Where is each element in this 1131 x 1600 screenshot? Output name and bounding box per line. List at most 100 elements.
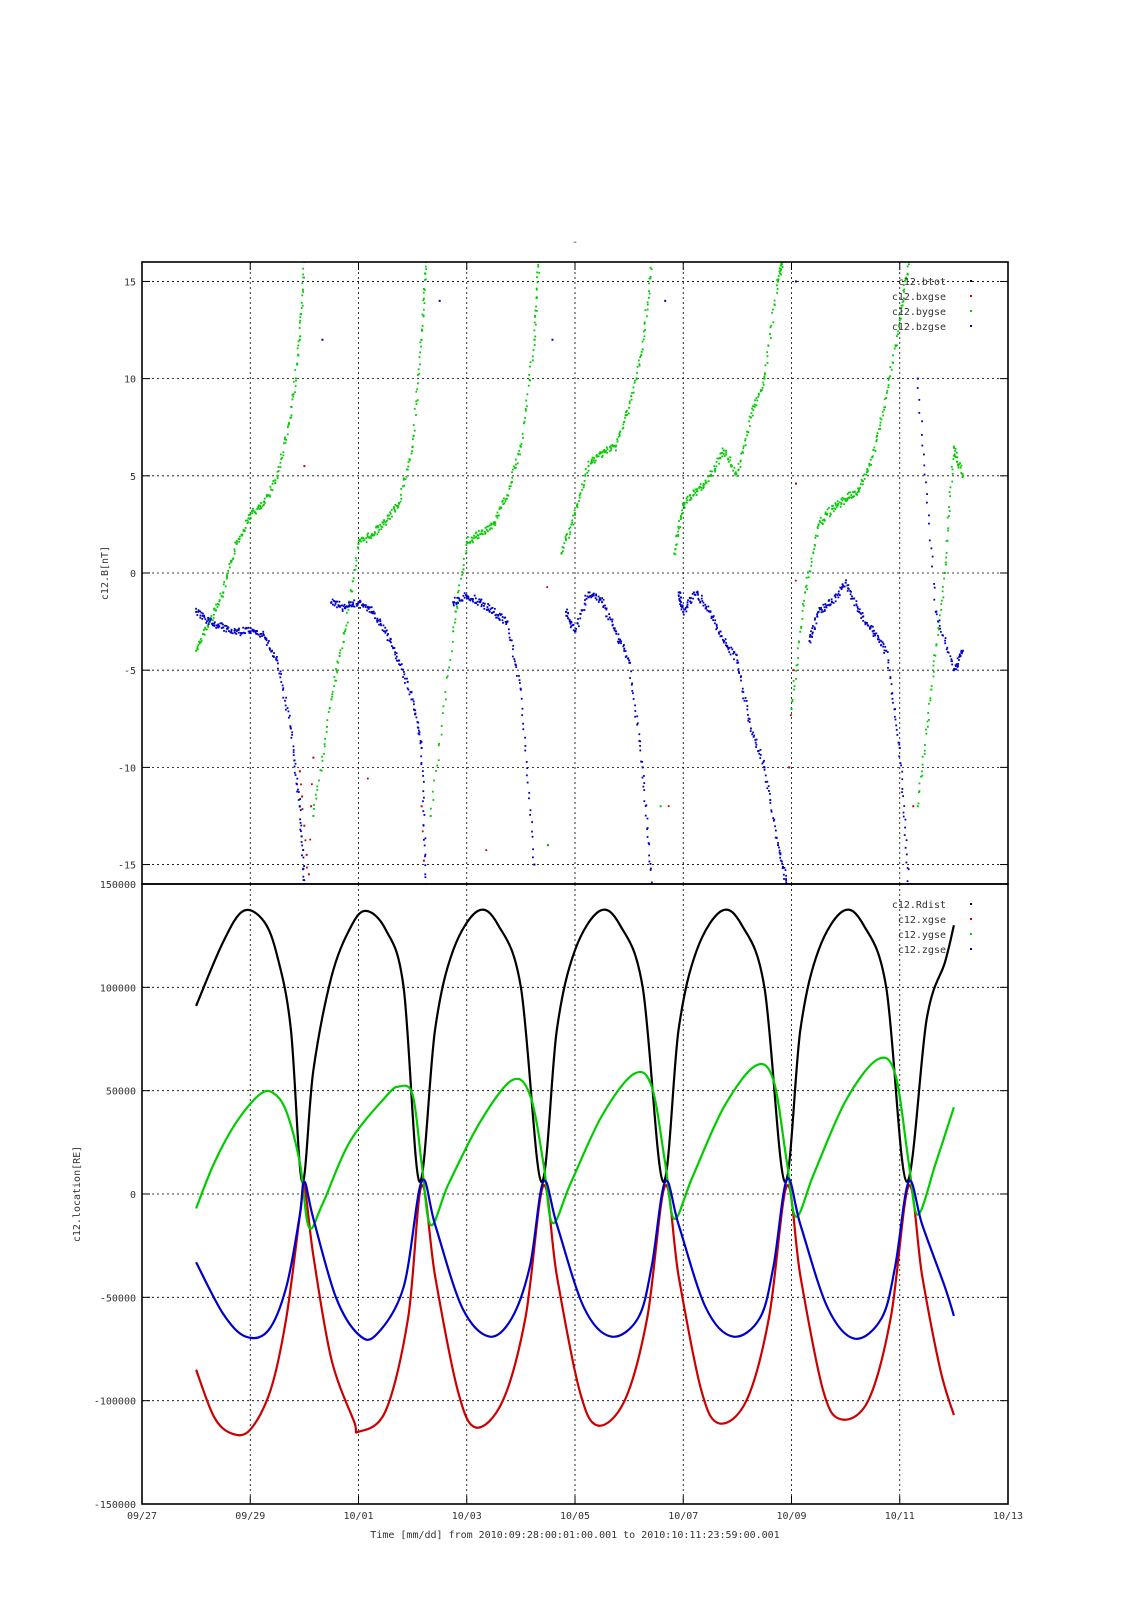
data-point xyxy=(565,539,567,542)
data-point xyxy=(811,636,814,638)
data-point xyxy=(251,628,254,631)
data-point xyxy=(276,656,278,658)
data-point xyxy=(574,630,577,633)
data-point xyxy=(948,510,951,512)
data-point xyxy=(203,633,206,636)
data-point xyxy=(293,765,296,768)
data-point xyxy=(419,341,422,344)
data-point xyxy=(822,523,824,525)
data-point xyxy=(420,763,423,766)
data-point xyxy=(878,641,881,644)
data-point xyxy=(812,551,815,554)
data-point xyxy=(726,646,729,649)
data-point xyxy=(649,275,652,278)
data-point xyxy=(281,684,284,687)
data-point xyxy=(902,299,905,302)
data-point xyxy=(513,467,516,469)
data-point xyxy=(320,769,323,772)
data-point xyxy=(614,445,617,448)
data-point xyxy=(336,606,338,609)
data-point xyxy=(611,620,614,623)
data-point xyxy=(710,615,713,618)
data-point xyxy=(777,280,779,283)
data-point xyxy=(525,409,527,412)
data-point xyxy=(813,618,816,621)
data-point xyxy=(503,616,506,619)
data-point xyxy=(898,319,901,322)
data-point xyxy=(537,265,540,268)
data-point xyxy=(905,853,908,856)
data-point xyxy=(755,404,758,407)
data-point xyxy=(263,501,266,504)
data-point xyxy=(879,639,882,642)
data-point xyxy=(791,698,794,701)
data-point xyxy=(931,555,934,558)
data-point xyxy=(923,749,926,752)
data-point xyxy=(845,579,847,582)
data-point xyxy=(935,644,938,647)
data-point xyxy=(571,521,574,524)
data-point xyxy=(728,647,731,649)
data-point xyxy=(282,451,285,454)
data-point xyxy=(635,378,638,381)
data-point xyxy=(284,704,287,707)
data-point xyxy=(866,622,868,624)
data-point xyxy=(284,436,286,439)
data-point xyxy=(576,622,579,625)
data-point xyxy=(276,477,279,479)
data-point xyxy=(356,603,359,606)
data-point xyxy=(221,595,224,598)
data-point xyxy=(272,480,275,482)
data-point xyxy=(199,638,202,640)
data-point xyxy=(584,468,587,470)
legend-label-c12-xgse: c12.xgse xyxy=(898,915,946,926)
data-point xyxy=(373,612,376,615)
data-point xyxy=(630,670,633,673)
data-point xyxy=(493,521,496,523)
data-point xyxy=(569,531,572,534)
data-point xyxy=(496,516,499,519)
data-point xyxy=(291,731,294,734)
data-point xyxy=(290,414,293,417)
data-point xyxy=(295,782,298,785)
data-point xyxy=(866,468,869,470)
data-point xyxy=(721,447,724,450)
data-point xyxy=(903,834,906,836)
data-point xyxy=(777,841,779,844)
data-point xyxy=(338,654,341,657)
data-point xyxy=(877,634,879,637)
data-point xyxy=(918,791,920,794)
data-point xyxy=(387,517,389,520)
data-point xyxy=(725,641,728,644)
data-point xyxy=(773,299,776,302)
data-point xyxy=(213,607,216,610)
data-point xyxy=(284,441,287,444)
data-point xyxy=(683,608,686,611)
data-point xyxy=(568,527,571,530)
data-point xyxy=(616,438,619,441)
data-point xyxy=(350,605,353,608)
data-point xyxy=(312,814,315,817)
data-point xyxy=(570,621,573,624)
data-point xyxy=(359,606,361,609)
data-point xyxy=(461,599,464,602)
data-point xyxy=(690,601,693,604)
data-point xyxy=(752,736,755,738)
data-point xyxy=(403,671,405,673)
data-point xyxy=(495,613,498,616)
data-point xyxy=(685,497,688,500)
data-point xyxy=(944,637,947,639)
data-point xyxy=(348,605,350,608)
data-point xyxy=(754,741,757,744)
data-point xyxy=(578,496,581,499)
data-point xyxy=(474,597,477,600)
data-point xyxy=(686,603,689,606)
data-point xyxy=(901,304,904,307)
data-point xyxy=(423,814,426,816)
data-point xyxy=(906,277,908,280)
data-point xyxy=(526,781,529,784)
data-point xyxy=(840,503,843,506)
data-point xyxy=(353,569,356,571)
data-point xyxy=(697,597,700,600)
data-point xyxy=(744,439,746,442)
